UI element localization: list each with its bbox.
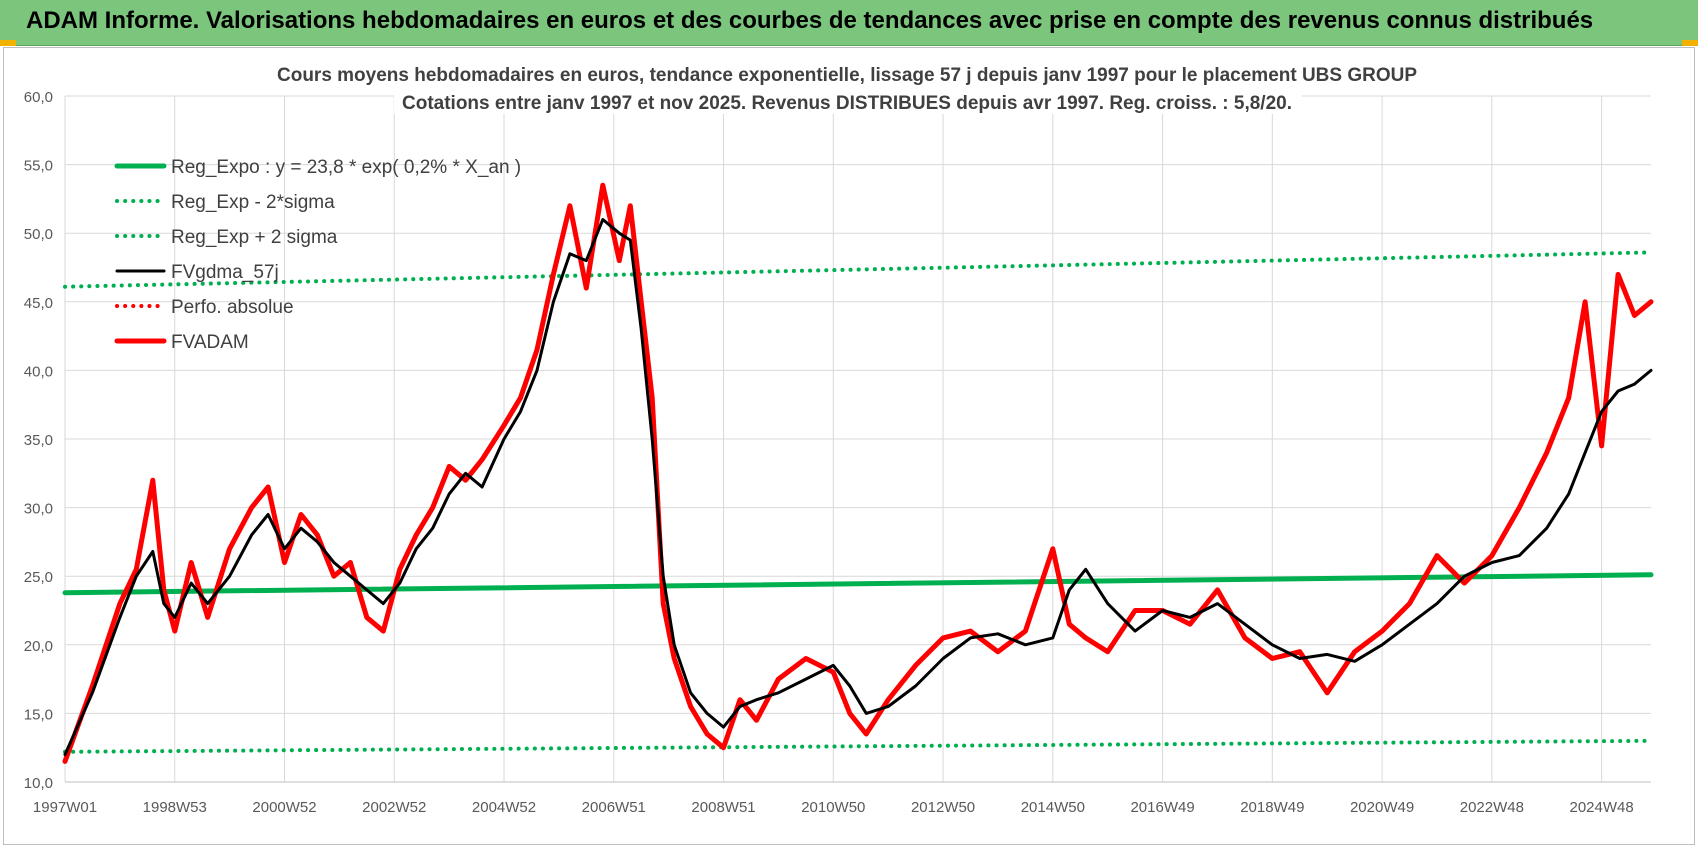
x-tick-label: 2020W49: [1350, 799, 1414, 816]
chart-area: 10,0 15,0 20,0 25,0 30,0 35,0 40,0 45,0 50,0 55,0…: [3, 47, 1695, 845]
x-tick-label: 1997W01: [33, 799, 97, 816]
chart: 10,0 15,0 20,0 25,0 30,0 35,0 40,0 45,0 50,0 55,0…: [24, 62, 1654, 816]
series-line-5: [62, 182, 1654, 764]
x-tick-label: 2012W50: [911, 799, 975, 816]
y-tick-label: 60,0: [24, 89, 53, 106]
series-line-1: [63, 738, 1653, 754]
x-axis: 1997W01 1998W53 2000W52 2002W52 2004W52 2006W…: [33, 781, 1651, 816]
corner-marker-left: [0, 40, 16, 46]
y-tick-label: 45,0: [24, 295, 53, 312]
legend-label: Reg_Exp - 2*sigma: [171, 192, 335, 213]
chart-subtitle: Cotations entre janv 1997 et nov 2025. R…: [402, 93, 1292, 114]
grid-lines: [64, 95, 1651, 783]
x-tick-label: 2006W51: [582, 799, 646, 816]
legend: Reg_Expo : y = 23,8 * exp( 0,2% * X_an )…: [114, 157, 521, 353]
x-tick-label: 2008W51: [691, 799, 755, 816]
plot-lines: [62, 182, 1654, 764]
chart-title: Cours moyens hebdomadaires en euros, ten…: [277, 65, 1417, 86]
x-tick-label: 2016W49: [1130, 799, 1194, 816]
y-tick-label: 40,0: [24, 363, 53, 380]
x-tick-label: 2018W49: [1240, 799, 1304, 816]
legend-label: Reg_Expo : y = 23,8 * exp( 0,2% * X_an ): [171, 157, 521, 178]
x-tick-label: 2004W52: [472, 799, 536, 816]
y-tick-label: 30,0: [24, 501, 53, 518]
series-line-0: [62, 572, 1654, 596]
y-tick-label: 55,0: [24, 158, 53, 175]
y-tick-label: 25,0: [24, 569, 53, 586]
x-tick-label: 2024W48: [1569, 799, 1633, 816]
y-tick-label: 15,0: [24, 706, 53, 723]
x-tick-label: 2010W50: [801, 799, 865, 816]
x-tick-label: 2000W52: [252, 799, 316, 816]
page-title: ADAM Informe. Valorisations hebdomadaire…: [26, 7, 1594, 34]
legend-label: FVADAM: [171, 332, 249, 353]
corner-marker-right: [1682, 40, 1698, 46]
legend-label: Reg_Exp + 2 sigma: [171, 227, 338, 248]
y-tick-label: 20,0: [24, 638, 53, 655]
series-line-2: [63, 250, 1653, 289]
x-tick-label: 2002W52: [362, 799, 426, 816]
legend-label: FVgdma_57j: [171, 262, 279, 283]
series-line-3: [63, 218, 1653, 757]
chart-titles: Cours moyens hebdomadaires en euros, ten…: [274, 62, 1434, 114]
x-tick-label: 2014W50: [1021, 799, 1085, 816]
x-tick-label: 1998W53: [143, 799, 207, 816]
header-bar: ADAM Informe. Valorisations hebdomadaire…: [0, 0, 1698, 46]
y-tick-label: 35,0: [24, 432, 53, 449]
y-tick-label: 10,0: [24, 775, 53, 792]
y-tick-label: 50,0: [24, 226, 53, 243]
x-tick-label: 2022W48: [1460, 799, 1524, 816]
y-axis: 10,0 15,0 20,0 25,0 30,0 35,0 40,0 45,0 50,0 55,0…: [24, 89, 53, 792]
legend-label: Perfo. absolue: [171, 297, 294, 318]
